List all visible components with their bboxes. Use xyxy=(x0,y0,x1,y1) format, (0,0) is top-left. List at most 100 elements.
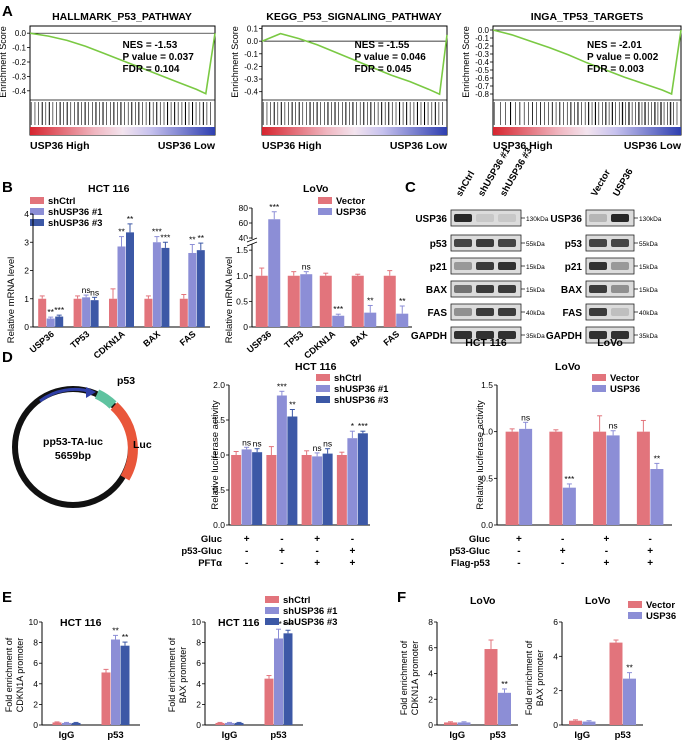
y-tick-label: 60 xyxy=(239,218,249,228)
blot-band xyxy=(476,285,494,293)
y-tick-label: 0.0 xyxy=(481,520,493,530)
significance-label: ** xyxy=(367,295,374,305)
condition-sign: + xyxy=(314,558,320,569)
blot-row-label: p53 xyxy=(565,239,583,250)
blot-band xyxy=(589,285,607,293)
y-tick-label: 4 xyxy=(24,209,29,219)
significance-label: *** xyxy=(283,620,294,630)
bar-shusp36-1 xyxy=(347,438,358,525)
condition-label: Gluc xyxy=(469,534,490,545)
e1-ylabel-2: CDKN1A promoter xyxy=(15,638,25,713)
bar-shusp36-1 xyxy=(225,722,234,725)
bar-shctrl xyxy=(144,298,153,327)
significance-label: ** xyxy=(654,453,661,463)
y-tick-label: 0 xyxy=(243,322,248,332)
bar-usp36 xyxy=(623,678,636,725)
gsea-ytick-label: 0.0 xyxy=(247,37,259,46)
gsea-ytick-label: 0.0 xyxy=(15,29,27,38)
y-tick-label: 1 xyxy=(24,294,29,304)
bar-shusp36-3 xyxy=(55,316,64,327)
panel-letter-b: B xyxy=(2,179,13,196)
gsea-plot-2: KEGG_P53_SIGNALING_PATHWAY 0.1 0.0 -0.1 -0.2… xyxy=(230,11,448,152)
gsea-xlabel-low: USP36 Low xyxy=(624,140,682,152)
bar-shusp36-1 xyxy=(117,246,126,327)
x-category-label: p53 xyxy=(107,730,123,741)
bar-shusp36-3 xyxy=(252,452,263,525)
significance-label: ns xyxy=(302,262,311,272)
condition-sign: + xyxy=(279,546,285,557)
bar-vector xyxy=(351,275,364,327)
bar-shusp36-1 xyxy=(241,449,252,525)
kda-label: 130kDa xyxy=(639,216,662,223)
kda-label: 15kDa xyxy=(526,287,545,294)
legend-label: shCtrl xyxy=(48,196,75,207)
blot-band xyxy=(611,262,629,270)
lane-label: shCtrl xyxy=(454,169,477,198)
bar-vector xyxy=(505,431,519,525)
x-category-label: IgG xyxy=(222,730,238,741)
kda-label: 15kDa xyxy=(639,287,658,294)
kda-label: 15kDa xyxy=(639,264,658,271)
condition-sign: + xyxy=(560,546,566,557)
legend-label: Vector xyxy=(646,600,675,611)
bar-vector xyxy=(609,642,623,725)
y-tick-label: 10 xyxy=(192,617,202,627)
gsea-pvalue: P value = 0.037 xyxy=(123,52,195,63)
blot-band xyxy=(454,214,472,222)
panel-letter-d: D xyxy=(2,349,13,366)
y-tick-label: 4 xyxy=(196,679,201,689)
bar-vector xyxy=(484,649,498,725)
x-category-label: p53 xyxy=(615,730,631,741)
kda-label: 35kDa xyxy=(526,333,545,340)
bar-shctrl xyxy=(264,678,274,725)
arrow-head-icon xyxy=(86,387,96,398)
b-lovo-bar-chart: 0 0.5 1.0 1.5 40 60 80 *** USP36 ns TP53 *** CDKN1A *… xyxy=(236,202,412,361)
condition-sign: - xyxy=(280,558,283,569)
blot-band xyxy=(498,262,516,270)
x-category-label: TP53 xyxy=(68,329,91,350)
legend-swatch xyxy=(628,612,642,619)
blot-band xyxy=(454,285,472,293)
condition-sign: + xyxy=(314,534,320,545)
significance-label: ns xyxy=(253,439,262,449)
bar-vector xyxy=(549,431,563,525)
x-category-label: USP36 xyxy=(28,329,56,355)
blot-band xyxy=(611,308,629,316)
panel-letter-f: F xyxy=(397,589,406,606)
significance-label: *** xyxy=(160,232,171,242)
condition-sign: - xyxy=(245,558,248,569)
gsea-xlabel-high: USP36 High xyxy=(493,140,553,152)
blot-band xyxy=(454,262,472,270)
orientation-arrow xyxy=(39,387,93,403)
lane-label: Vector xyxy=(589,168,613,199)
blot-band xyxy=(498,331,516,339)
legend-swatch xyxy=(265,607,279,614)
f2-ylabel-1: Fold enrichment of xyxy=(524,640,534,715)
e1-ylabel-1: Fold enrichment of xyxy=(4,637,14,712)
x-category-label: TP53 xyxy=(282,329,305,350)
y-tick-label: 1.5 xyxy=(236,245,248,255)
condition-sign: + xyxy=(603,534,609,545)
legend-label: shUSP36 #1 xyxy=(334,384,389,395)
significance-label: ns xyxy=(521,412,530,422)
legend-swatch xyxy=(628,601,642,608)
condition-sign: - xyxy=(517,558,520,569)
legend-label: shUSP36 #3 xyxy=(334,395,388,406)
d-lovo-bar-chart: 0.00.51.01.5ns***ns**Gluc + - + -p53-Gluc - + -… xyxy=(449,380,672,569)
legend-swatch xyxy=(316,374,330,381)
blot-band xyxy=(589,308,607,316)
significance-label: ** xyxy=(47,307,54,317)
panel-d-plasmid: pp53-TA-luc 5659bp p53 Luc xyxy=(12,375,152,508)
gsea-enrichment-line xyxy=(29,32,216,95)
bar-vector xyxy=(255,275,268,327)
gsea-enrichment-line xyxy=(261,32,448,96)
y-tick-label: 4 xyxy=(553,651,558,661)
blot-band xyxy=(498,214,516,222)
bar-shusp36-3 xyxy=(287,416,298,525)
significance-label: *** xyxy=(333,304,344,314)
legend-label: USP36 xyxy=(646,611,676,622)
e2-ylabel-2: BAX promoter xyxy=(178,647,188,704)
f1-bar-chart: 0 2 4 6 8 IgG ** p53 xyxy=(428,617,518,741)
